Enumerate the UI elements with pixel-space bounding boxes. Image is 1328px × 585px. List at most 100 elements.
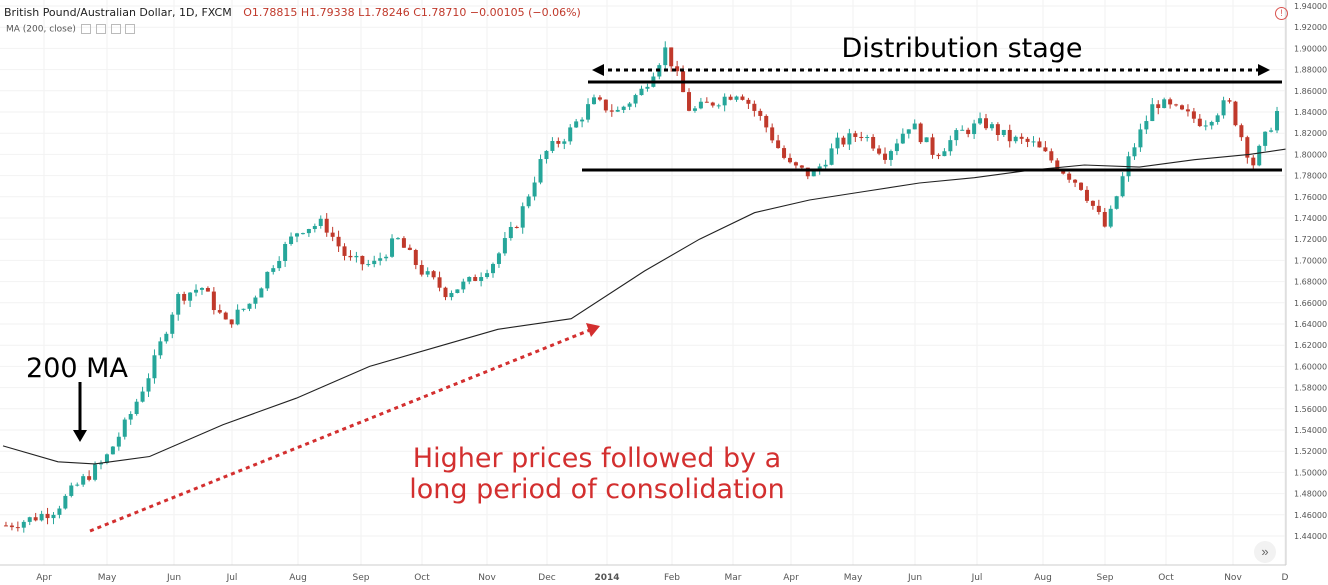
y-tick-label: 1.82000 [1294,129,1327,138]
candle-body [1263,131,1268,146]
candle-body [1049,151,1054,161]
candle-body [894,143,899,152]
candle-body [989,124,994,129]
candle-body [983,118,988,129]
candle-body [437,277,442,288]
candle-body [1025,138,1030,142]
candle-body [3,525,8,527]
candle-body [1239,125,1244,138]
alert-icon[interactable]: ! [1275,7,1288,20]
candle-body [336,236,341,247]
candle-body [1037,141,1042,148]
candle-body [514,226,519,228]
candle-body [853,133,858,137]
candle-body [259,288,264,298]
y-tick-label: 1.88000 [1294,66,1327,75]
y-tick-label: 1.44000 [1294,532,1327,541]
candle-body [235,309,240,325]
candle-body [995,124,1000,135]
symbol-title[interactable]: British Pound/Australian Dollar, 1D, FXC… [4,6,232,19]
candle-body [1269,130,1274,132]
candle-body [574,121,579,128]
candle-body [544,150,549,160]
x-tick-label: D [1282,573,1289,583]
candle-body [366,264,371,266]
candle-body [823,164,828,167]
candle-body [978,118,983,124]
y-tick-label: 1.60000 [1294,362,1327,371]
candle-body [152,355,157,379]
candle-body [277,261,282,269]
candle-body [799,165,804,168]
candle-body [21,521,26,528]
candle-body [948,140,953,152]
candle-body [1245,137,1250,158]
candle-body [39,513,44,521]
close-value: C1.78710 [413,6,467,19]
candle-body [324,218,329,233]
candle-body [758,110,763,116]
candle-body [188,292,193,301]
candle-body [491,263,496,274]
candle-body [419,264,424,275]
candle-body [1138,129,1143,148]
grid [0,0,1286,565]
candle-body [348,255,353,258]
candle-body [81,476,86,485]
y-tick-label: 1.92000 [1294,23,1327,32]
x-tick-label: Feb [664,573,680,583]
candle-body [485,273,490,278]
close-icon[interactable] [110,24,121,34]
settings-icon[interactable] [95,24,106,34]
candle-body [1197,118,1202,127]
candle-body [1185,109,1190,112]
comment-line-1: Higher prices followed by a [413,443,781,474]
eye-icon[interactable] [80,24,91,34]
x-tick-label: May [98,573,117,583]
candle-body [532,182,537,197]
candle-body [764,115,769,128]
x-tick-label: 2014 [594,573,619,583]
candle-body [413,249,418,265]
candle-body [912,123,917,130]
candle-body [883,153,888,160]
candle-body [1073,179,1078,183]
more-icon[interactable] [125,24,136,34]
candle-body [57,508,62,515]
indicator-legend[interactable]: MA (200, close) [6,24,136,35]
candle-body [473,277,478,281]
candle-body [782,148,787,158]
candle-body [918,123,923,143]
candle-body [1096,205,1101,212]
candle-body [182,293,187,301]
x-tick-label: Oct [414,573,430,583]
candle-body [1215,115,1220,122]
candle-body [609,110,614,112]
candle-body [639,88,644,96]
candle-body [597,97,602,100]
candle-body [455,289,460,293]
candle-body [502,238,507,254]
trend-arrow [89,328,591,533]
candle-body [205,287,210,292]
double-chevron-right-icon[interactable]: » [1254,541,1276,563]
y-tick-label: 1.90000 [1294,44,1327,53]
change-value: −0.00105 (−0.06%) [469,6,581,19]
candle-body [1144,121,1149,130]
candle-body [663,47,668,66]
candle-body [63,495,68,509]
candle-body [300,233,305,235]
candle-body [312,226,317,230]
candle-body [1227,100,1232,102]
candle-body [134,401,139,415]
candle-body [811,171,816,177]
candle-body [900,133,905,144]
candle-body [621,106,626,110]
y-tick-label: 1.66000 [1294,299,1327,308]
candle-body [1084,189,1089,201]
candle-body [372,260,377,265]
candle-body [526,196,531,207]
y-tick-label: 1.76000 [1294,193,1327,202]
candle-body [247,303,252,309]
